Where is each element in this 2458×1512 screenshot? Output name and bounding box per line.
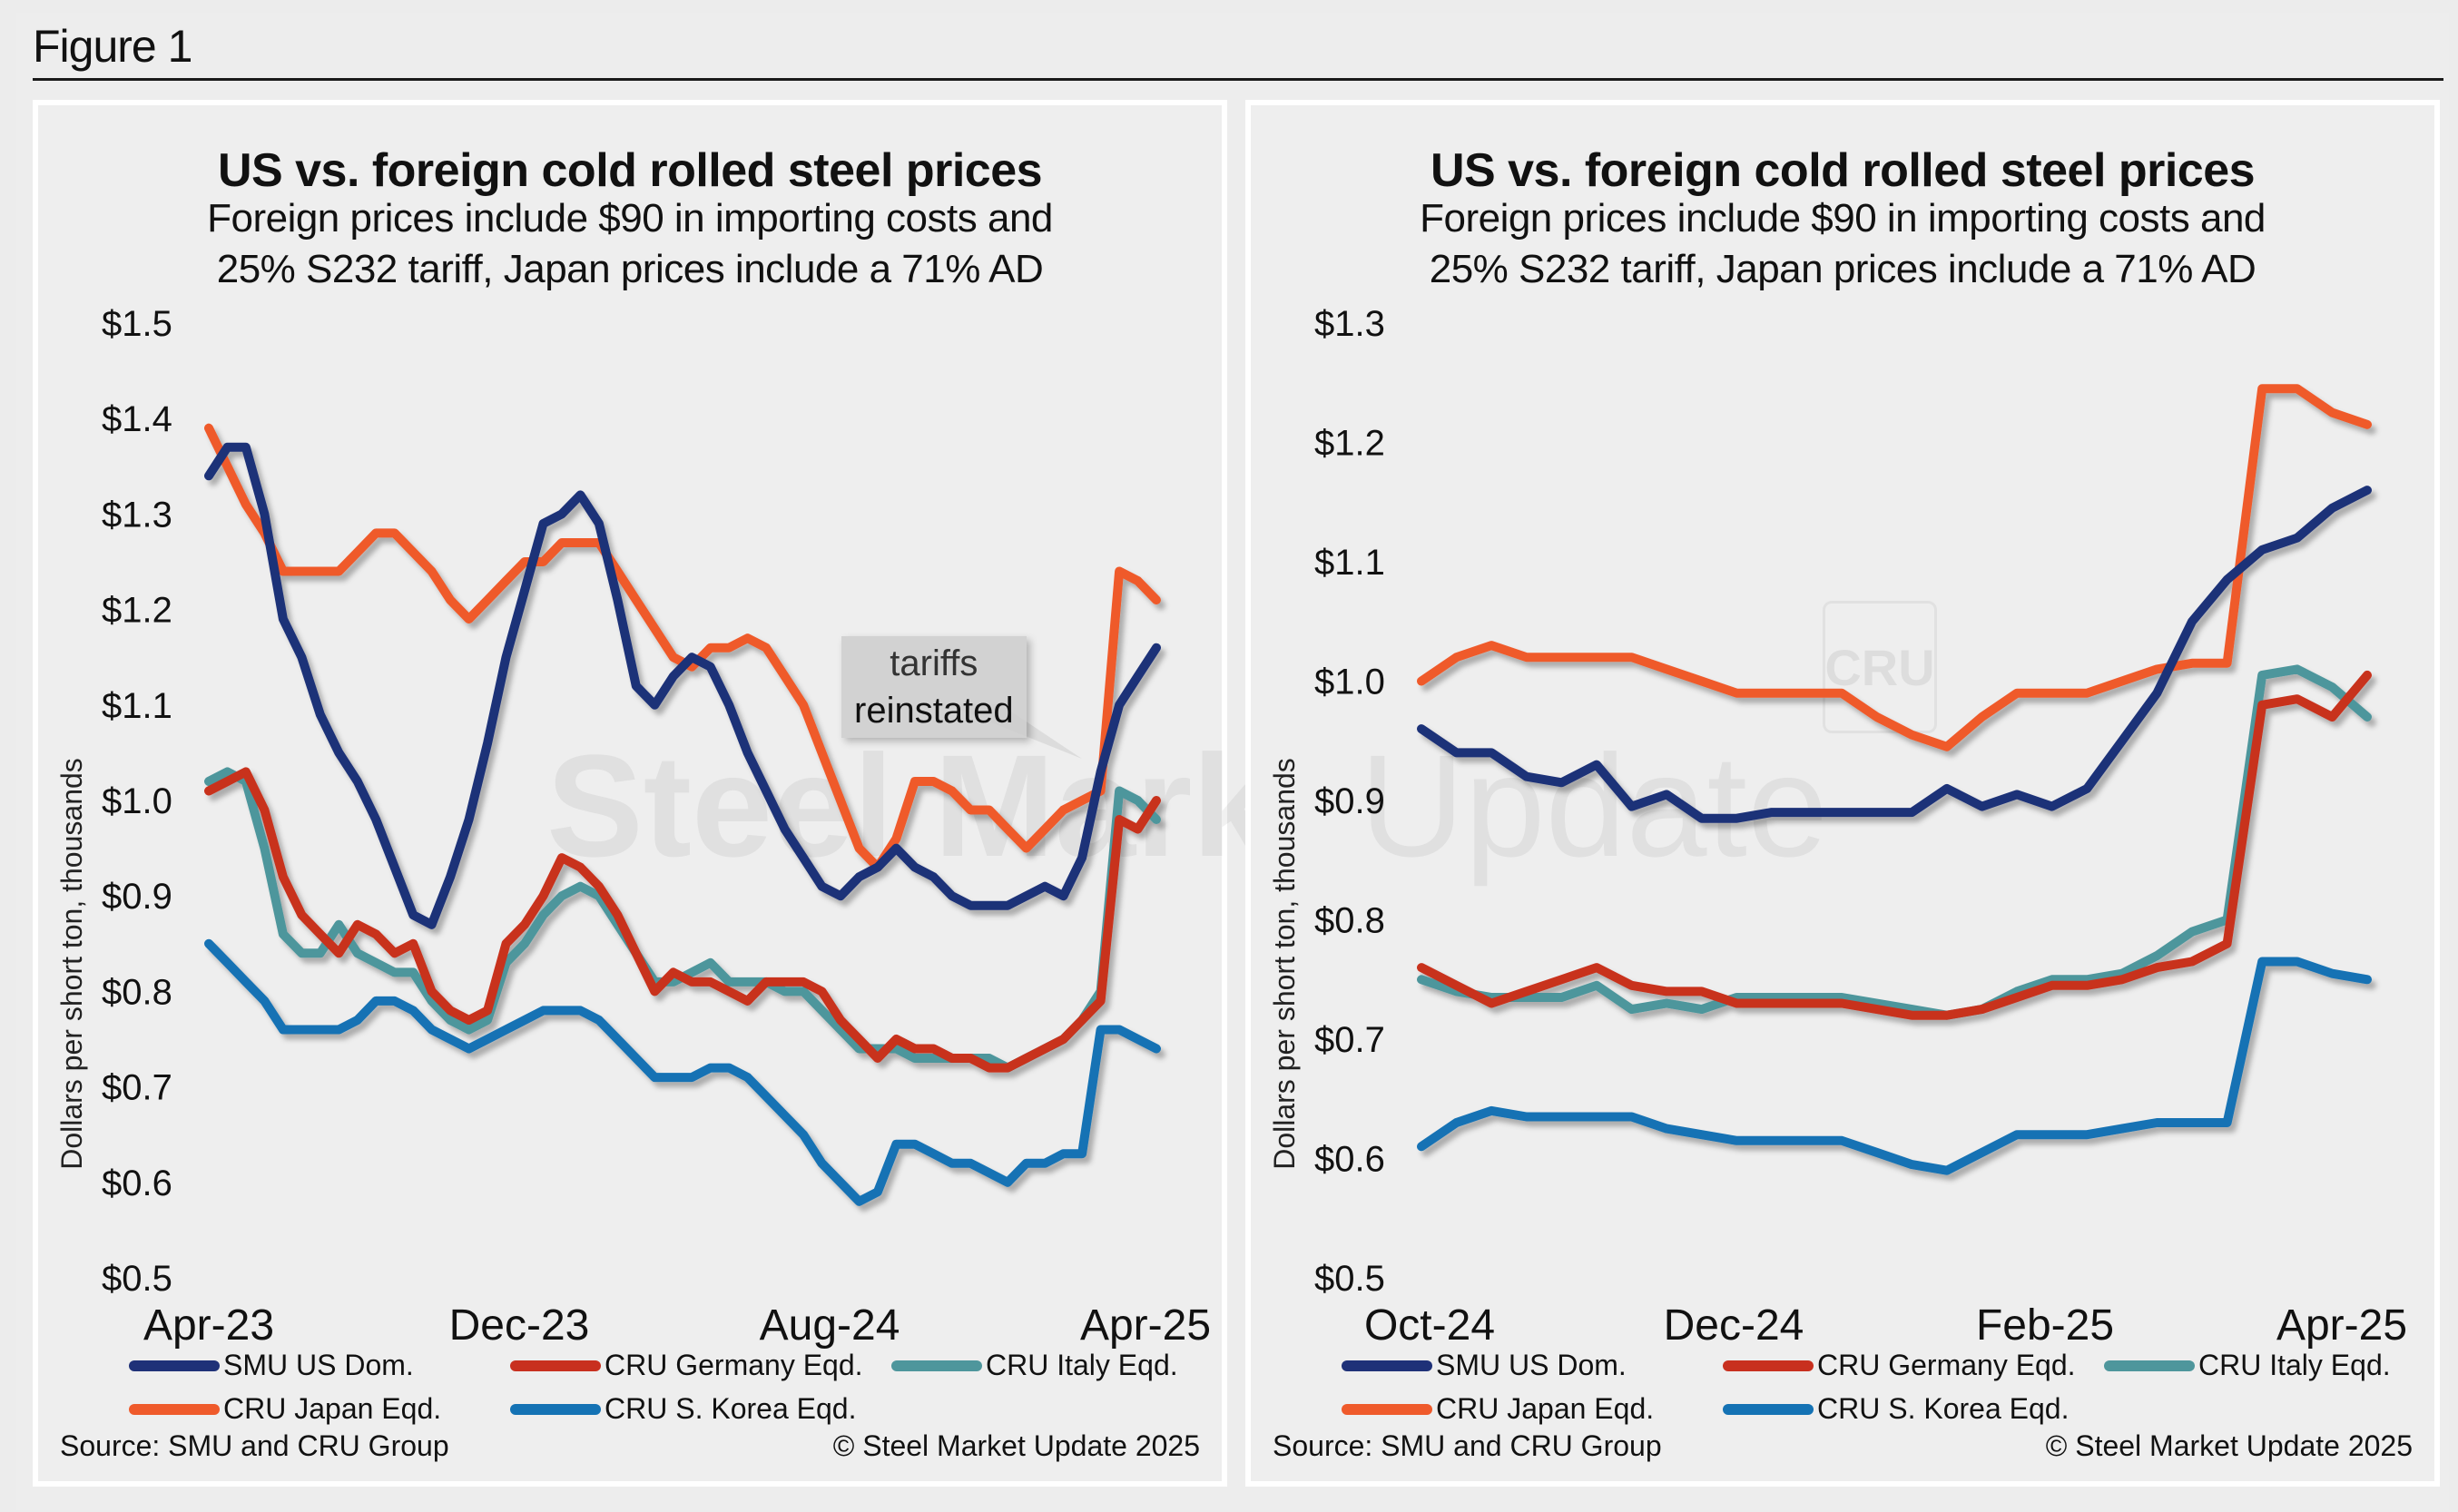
series-line-cru-s-korea-eqd bbox=[1417, 957, 2372, 1175]
legend-label: CRU S. Korea Eqd. bbox=[605, 1392, 857, 1425]
y-tick-label: $0.8 bbox=[1314, 901, 1385, 941]
y-tick-label: $1.0 bbox=[102, 781, 172, 821]
legend-label: CRU Germany Eqd. bbox=[1817, 1349, 2076, 1381]
y-tick-label: $0.8 bbox=[102, 972, 172, 1012]
legend-swatch bbox=[510, 1403, 601, 1415]
y-tick-label: $0.9 bbox=[1314, 781, 1385, 821]
legend-item-smu-us-dom: SMU US Dom. bbox=[129, 1349, 414, 1382]
legend-swatch bbox=[129, 1403, 220, 1415]
legend-swatch bbox=[1723, 1403, 1814, 1415]
chart-title: US vs. foreign cold rolled steel prices bbox=[1430, 144, 2256, 197]
y-tick-label: $0.7 bbox=[1314, 1020, 1385, 1060]
chart-title: US vs. foreign cold rolled steel prices bbox=[217, 144, 1043, 197]
cru-logo-watermark: CRU bbox=[1823, 601, 1937, 733]
legend-label: CRU Japan Eqd. bbox=[223, 1392, 442, 1425]
legend-item-cru-italy-eqd: CRU Italy Eqd. bbox=[891, 1349, 1178, 1382]
annotation-line2: reinstated bbox=[854, 691, 1014, 731]
chart-subtitle-line2: 25% S232 tariff, Japan prices include a … bbox=[1429, 247, 2256, 291]
y-tick-label: $0.7 bbox=[102, 1068, 172, 1108]
chart-subtitle-line1: Foreign prices include $90 in importing … bbox=[207, 196, 1053, 241]
legend-swatch bbox=[1342, 1360, 1432, 1371]
y-tick-label: $0.6 bbox=[102, 1163, 172, 1203]
y-axis-label: Dollars per short ton, thousands bbox=[55, 758, 88, 1170]
legend-swatch bbox=[891, 1360, 982, 1371]
legend-item-cru-italy-eqd: CRU Italy Eqd. bbox=[2104, 1349, 2391, 1382]
legend-label: CRU Italy Eqd. bbox=[986, 1349, 1178, 1381]
source-note: Source: SMU and CRU Group bbox=[1273, 1429, 1662, 1462]
legend-item-cru-japan-eqd: CRU Japan Eqd. bbox=[129, 1392, 441, 1426]
series-group bbox=[1417, 384, 2372, 1175]
legend-swatch bbox=[1342, 1403, 1432, 1415]
x-tick-label: Apr-25 bbox=[2276, 1301, 2407, 1350]
copyright-note: © Steel Market Update 2025 bbox=[832, 1429, 1200, 1462]
y-tick-label: $1.2 bbox=[102, 591, 172, 631]
y-tick-label: $0.9 bbox=[102, 877, 172, 917]
legend-item-cru-germany-eqd: CRU Germany Eqd. bbox=[1723, 1349, 2076, 1382]
series-line-cru-s-korea-eqd bbox=[204, 938, 1161, 1206]
y-tick-label: $1.1 bbox=[102, 686, 172, 726]
right-chart: $1.3 $1.2 $1.1 $1.0 $0.9 $0.8 $0.7 $0.6 $0.5 Doll… bbox=[1268, 304, 2407, 1350]
right-chart-panel: Update CRU US vs. foreign cold rolled st… bbox=[1245, 100, 2440, 1487]
legend-label: CRU S. Korea Eqd. bbox=[1817, 1392, 2070, 1425]
x-tick-label: Aug-24 bbox=[760, 1301, 900, 1350]
copyright-note: © Steel Market Update 2025 bbox=[2045, 1429, 2413, 1462]
legend-item-cru-japan-eqd: CRU Japan Eqd. bbox=[1342, 1392, 1654, 1426]
annotation-line1: tariffs bbox=[890, 643, 978, 683]
legend-swatch bbox=[129, 1360, 220, 1371]
x-tick-label: Apr-23 bbox=[143, 1301, 274, 1350]
x-tick-label: Dec-24 bbox=[1664, 1301, 1804, 1350]
source-note: Source: SMU and CRU Group bbox=[60, 1429, 449, 1462]
x-tick-label: Oct-24 bbox=[1364, 1301, 1495, 1350]
series-line-cru-germany-eqd bbox=[204, 767, 1161, 1073]
x-tick-label: Dec-23 bbox=[449, 1301, 590, 1350]
y-tick-label: $0.5 bbox=[1314, 1259, 1385, 1299]
series-line-cru-japan-eqd bbox=[1417, 384, 2372, 751]
series-group bbox=[204, 423, 1161, 1206]
y-tick-label: $1.0 bbox=[1314, 663, 1385, 702]
legend-label: SMU US Dom. bbox=[1436, 1349, 1627, 1381]
y-tick-label: $0.6 bbox=[1314, 1140, 1385, 1180]
left-chart: $1.5 $1.4 $1.3 $1.2 $1.1 $1.0 $0.9 $0.8 $0.7 $0.6… bbox=[55, 304, 1211, 1350]
series-line-cru-italy-eqd bbox=[1417, 664, 2372, 1020]
chart-subtitle-line2: 25% S232 tariff, Japan prices include a … bbox=[216, 247, 1044, 291]
y-tick-label: $1.3 bbox=[102, 495, 172, 535]
x-tick-label: Apr-25 bbox=[1080, 1301, 1211, 1350]
annotation-tariffs-reinstated: tariffs reinstated bbox=[841, 636, 1027, 738]
legend-label: CRU Germany Eqd. bbox=[605, 1349, 863, 1381]
chart-subtitle-line1: Foreign prices include $90 in importing … bbox=[1420, 196, 2266, 241]
legend-item-cru-germany-eqd: CRU Germany Eqd. bbox=[510, 1349, 863, 1382]
legend-item-cru-s-korea-eqd: CRU S. Korea Eqd. bbox=[1723, 1392, 2069, 1426]
figure-title: Figure 1 bbox=[33, 21, 192, 72]
series-line-cru-germany-eqd bbox=[1417, 670, 2372, 1020]
legend-swatch bbox=[2104, 1360, 2195, 1371]
series-line-smu-us-dom bbox=[1417, 486, 2372, 823]
left-chart-panel: Steel Market Update US vs. foreign cold … bbox=[33, 100, 1934, 1487]
legend-label: CRU Italy Eqd. bbox=[2198, 1349, 2391, 1381]
legend-item-cru-s-korea-eqd: CRU S. Korea Eqd. bbox=[510, 1392, 856, 1426]
y-tick-label: $1.4 bbox=[102, 399, 172, 439]
y-tick-label: $1.2 bbox=[1314, 424, 1385, 464]
legend-label: CRU Japan Eqd. bbox=[1436, 1392, 1655, 1425]
y-tick-label: $0.5 bbox=[102, 1259, 172, 1299]
y-axis-label: Dollars per short ton, thousands bbox=[1268, 758, 1301, 1170]
legend-swatch bbox=[1723, 1360, 1814, 1371]
y-tick-label: $1.1 bbox=[1314, 543, 1385, 583]
x-tick-label: Feb-25 bbox=[1976, 1301, 2114, 1350]
y-tick-label: $1.3 bbox=[1314, 304, 1385, 344]
title-rule bbox=[33, 78, 2443, 81]
legend-item-smu-us-dom: SMU US Dom. bbox=[1342, 1349, 1627, 1382]
legend-swatch bbox=[510, 1360, 601, 1371]
y-tick-label: $1.5 bbox=[102, 304, 172, 344]
series-line-smu-us-dom bbox=[204, 442, 1161, 929]
legend-label: SMU US Dom. bbox=[223, 1349, 414, 1381]
